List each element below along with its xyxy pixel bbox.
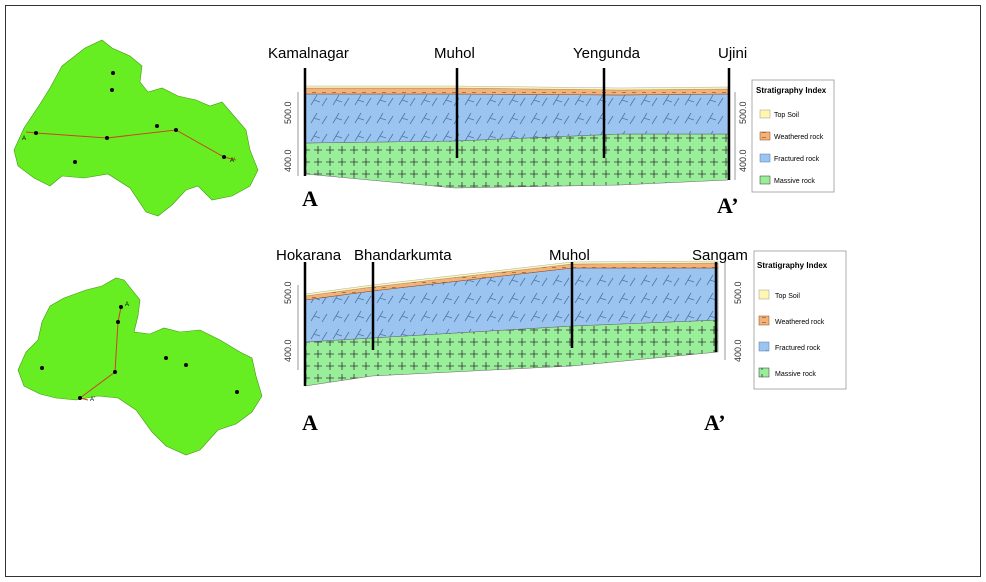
well-label-sangam: Sangam xyxy=(692,247,748,264)
legend-2-weathered: Weathered rock xyxy=(775,319,825,326)
legend-2-fractured: Fractured rock xyxy=(775,345,821,352)
well-label-hokarana: Hokarana xyxy=(276,247,342,264)
cross-section-2: 500.0 400.0 500.0 400.0 Hokarana Bhandar… xyxy=(276,247,847,435)
section-1-end-label: A’ xyxy=(717,193,739,218)
well-label-bhandarkumta: Bhandarkumta xyxy=(354,247,452,264)
well-label-yengunda: Yengunda xyxy=(573,45,641,62)
legend-2-top-soil-swatch xyxy=(758,289,770,300)
location-map-2: A A’ xyxy=(17,277,263,456)
map-2-end-label: A’ xyxy=(90,397,95,403)
legend-2-massive-swatch xyxy=(758,367,770,378)
map-1-end-label: A’ xyxy=(230,158,235,164)
legend-2-fractured-swatch xyxy=(758,341,770,352)
right-tick-500-1: 500.0 xyxy=(738,101,748,124)
section-2-end-label: A’ xyxy=(704,410,726,435)
well-label-muhol-1: Muhol xyxy=(434,45,475,62)
legend-1-weathered-swatch xyxy=(759,131,771,141)
well-dots-map-2 xyxy=(40,305,239,400)
legend-2-massive: Massive rock xyxy=(775,371,816,378)
legend-1-massive-swatch xyxy=(759,175,771,185)
well-label-ujini: Ujini xyxy=(718,45,747,62)
well-dots-map-1 xyxy=(34,71,226,164)
map-1-start-label: A xyxy=(22,136,26,142)
well-label-kamalnagar: Kamalnagar xyxy=(268,45,349,62)
section-1-start-label: A xyxy=(302,186,318,211)
legend-1-fractured-swatch xyxy=(759,153,771,163)
left-tick-500-1: 500.0 xyxy=(283,101,293,124)
top-soil-layer-2 xyxy=(304,260,719,297)
left-tick-500-2: 500.0 xyxy=(283,281,293,304)
well-label-muhol-2: Muhol xyxy=(549,247,590,264)
legend-1-fractured: Fractured rock xyxy=(774,156,820,163)
section-2-start-label: A xyxy=(302,410,318,435)
legend-2-weathered-swatch xyxy=(758,315,770,326)
cross-section-1: 500.0 400.0 500.0 400.0 Kamalnagar Muhol… xyxy=(268,45,835,218)
legend-1-top-soil-swatch xyxy=(759,109,771,119)
legend-1-massive: Massive rock xyxy=(774,178,815,185)
legend-2: Stratigraphy Index Top Soil Weathered ro… xyxy=(753,250,847,390)
legend-2-top-soil: Top Soil xyxy=(775,293,800,300)
right-tick-400-1: 400.0 xyxy=(738,149,748,172)
left-tick-400-1: 400.0 xyxy=(283,149,293,172)
legend-1-top-soil: Top Soil xyxy=(774,112,799,119)
right-tick-500-2: 500.0 xyxy=(733,281,743,304)
district-map-2-shape xyxy=(17,277,263,456)
legend-1: Stratigraphy Index Top Soil Weathered ro… xyxy=(751,79,835,193)
well-lines-1 xyxy=(303,68,731,180)
map-2-start-label: A xyxy=(125,302,129,308)
legend-1-title: Stratigraphy Index xyxy=(756,86,827,95)
location-map-1: A A’ xyxy=(13,39,259,217)
district-map-1-shape xyxy=(13,39,259,217)
legend-1-weathered: Weathered rock xyxy=(774,134,824,141)
left-tick-400-2: 400.0 xyxy=(283,339,293,362)
right-tick-400-2: 400.0 xyxy=(733,339,743,362)
legend-2-title: Stratigraphy Index xyxy=(757,261,828,270)
well-lines-2 xyxy=(303,262,718,386)
